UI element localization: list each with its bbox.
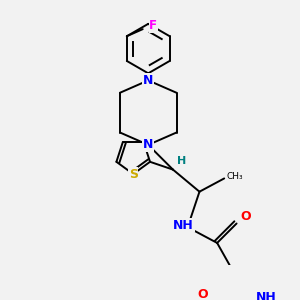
Text: CH₃: CH₃ (227, 172, 244, 181)
Text: O: O (198, 288, 208, 300)
Text: N: N (143, 74, 153, 87)
Text: H: H (177, 156, 186, 166)
Text: F: F (149, 19, 157, 32)
Text: NH: NH (256, 291, 277, 300)
Text: NH: NH (173, 219, 194, 232)
Text: S: S (129, 167, 138, 181)
Text: O: O (240, 210, 251, 223)
Text: N: N (143, 138, 153, 152)
